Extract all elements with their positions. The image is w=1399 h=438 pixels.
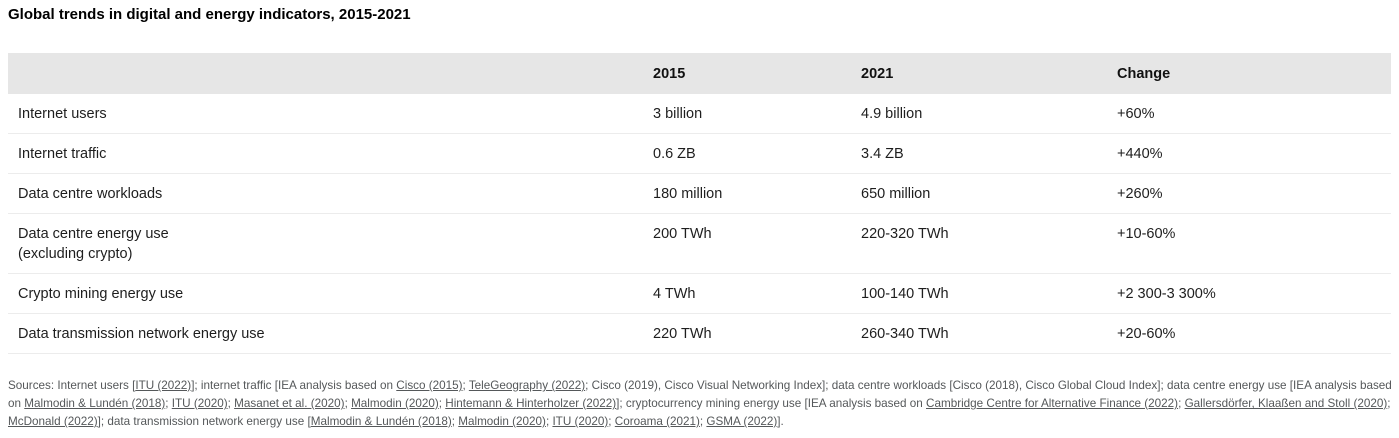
footnote-text: ; — [438, 397, 446, 410]
source-link[interactable]: Masanet et al. (2020) — [234, 397, 345, 410]
footnote-text: ; — [344, 397, 352, 410]
table-row: Data centre energy use (excluding crypto… — [8, 213, 1391, 274]
value-cell-2015: 220 TWh — [643, 313, 851, 354]
value-cell-2015: 180 million — [643, 173, 851, 214]
row-label-cell: Data centre workloads — [8, 173, 643, 214]
value-cell-change: +60% — [1107, 94, 1391, 134]
footnote-text: ; — [451, 415, 459, 428]
footnote-text: ; Cisco (2019), Cisco Visual Networking … — [8, 379, 1392, 410]
value-cell-2021: 4.9 billion — [851, 94, 1107, 134]
footnote-text: ; — [608, 415, 615, 428]
row-label-cell: Internet traffic — [8, 133, 643, 174]
footnote-text: Sources: Internet users [ — [8, 379, 136, 392]
footnote-text: ; — [1387, 397, 1391, 410]
value-cell-change: +260% — [1107, 173, 1391, 214]
page-title: Global trends in digital and energy indi… — [8, 6, 411, 23]
footnote-text: ]; cryptocurrency mining energy use [IEA… — [616, 397, 927, 410]
value-cell-2021: 100-140 TWh — [851, 273, 1107, 314]
footnote-text: ]; internet traffic [IEA analysis based … — [191, 379, 397, 392]
source-link[interactable]: ITU (2020) — [171, 397, 228, 410]
value-cell-2015: 0.6 ZB — [643, 133, 851, 174]
header-cell-2015: 2015 — [643, 53, 851, 94]
header-cell-indicator — [8, 53, 643, 94]
value-cell-2021: 260-340 TWh — [851, 313, 1107, 354]
footnote-text: ]; data transmission network energy use … — [97, 415, 311, 428]
row-label-cell: Data transmission network energy use — [8, 313, 643, 354]
footnote-text: ; — [699, 415, 707, 428]
source-link[interactable]: GSMA (2022) — [706, 415, 778, 428]
table-row: Data centre workloads 180 million 650 mill… — [8, 173, 1391, 214]
indicators-table: 2015 2021 Change Internet users 3 billion… — [8, 53, 1391, 354]
row-label-cell: Data centre energy use (excluding crypto… — [8, 213, 643, 274]
value-cell-change: +2 300-3 300% — [1107, 273, 1391, 314]
source-link[interactable]: ITU (2022) — [135, 379, 192, 392]
value-cell-change: +10-60% — [1107, 213, 1391, 274]
header-cell-2021: 2021 — [851, 53, 1107, 94]
value-cell-2015: 200 TWh — [643, 213, 851, 274]
value-cell-2021: 220-320 TWh — [851, 213, 1107, 274]
source-link[interactable]: Coroama (2021) — [614, 415, 700, 428]
source-link[interactable]: Malmodin (2020) — [351, 397, 439, 410]
value-cell-2015: 4 TWh — [643, 273, 851, 314]
value-cell-change: +20-60% — [1107, 313, 1391, 354]
source-link[interactable]: McDonald (2022) — [8, 415, 98, 428]
source-link[interactable]: Gallersdörfer, Klaaßen and Stoll (2020) — [1184, 397, 1388, 410]
source-link[interactable]: Malmodin & Lundén (2018) — [24, 397, 166, 410]
table-row: Crypto mining energy use 4 TWh 100-140 TWh… — [8, 273, 1391, 314]
sources-footnote: Sources: Internet users [ITU (2022)]; in… — [8, 377, 1395, 431]
row-label-cell: Crypto mining energy use — [8, 273, 643, 314]
table-row: Internet traffic 0.6 ZB 3.4 ZB +440% — [8, 133, 1391, 174]
footnote-text: ]. — [777, 415, 784, 428]
source-link[interactable]: TeleGeography (2022) — [468, 379, 586, 392]
source-link[interactable]: Malmodin (2020) — [458, 415, 546, 428]
table-header-row: 2015 2021 Change — [8, 53, 1391, 94]
footnote-text: ; — [545, 415, 553, 428]
value-cell-2021: 3.4 ZB — [851, 133, 1107, 174]
source-link[interactable]: Cambridge Centre for Alternative Finance… — [926, 397, 1179, 410]
footnote-text: ; — [1178, 397, 1185, 410]
value-cell-2021: 650 million — [851, 173, 1107, 214]
row-label-cell: Internet users — [8, 94, 643, 134]
footnote-text: ; — [227, 397, 235, 410]
source-link[interactable]: ITU (2020) — [552, 415, 609, 428]
table-row: Data transmission network energy use 220 … — [8, 313, 1391, 354]
source-link[interactable]: Hintemann & Hinterholzer (2022) — [445, 397, 617, 410]
header-cell-change: Change — [1107, 53, 1391, 94]
value-cell-2015: 3 billion — [643, 94, 851, 134]
footnote-text: ; — [462, 379, 469, 392]
source-link[interactable]: Malmodin & Lundén (2018) — [310, 415, 452, 428]
source-link[interactable]: Cisco (2015) — [396, 379, 463, 392]
footnote-text: ; — [165, 397, 172, 410]
table-row: Internet users 3 billion 4.9 billion +60% — [8, 94, 1391, 134]
value-cell-change: +440% — [1107, 133, 1391, 174]
